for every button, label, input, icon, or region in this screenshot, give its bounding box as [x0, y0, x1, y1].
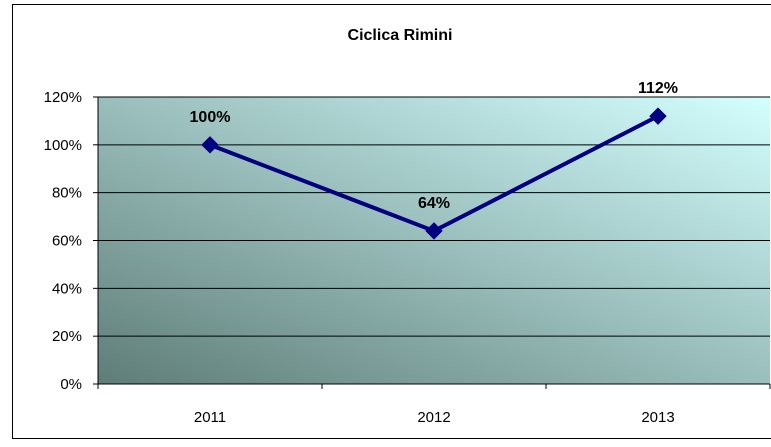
tick-labels: 0% 20% 40% 60% 80% 100% 120% 2011 2012 2013 [44, 89, 675, 426]
x-tick-label: 2012 [417, 409, 450, 426]
data-label: 112% [638, 80, 678, 97]
data-point-marker [425, 222, 443, 240]
y-tick-label: 20% [52, 328, 82, 345]
axes [93, 96, 771, 389]
y-tick-label: 80% [52, 185, 82, 202]
y-tick-label: 40% [52, 280, 82, 297]
x-tick-label: 2013 [641, 409, 674, 426]
y-tick-label: 0% [60, 376, 82, 393]
x-tick-label: 2011 [194, 409, 226, 426]
y-tick-label: 100% [44, 137, 82, 154]
chart-title: Ciclica Rimini [348, 27, 453, 44]
y-tick-label: 120% [44, 89, 82, 106]
data-point-marker [649, 107, 667, 125]
data-label: 100% [190, 109, 231, 126]
data-point-marker [201, 136, 219, 154]
y-tick-label: 60% [52, 233, 82, 250]
series-layer [201, 107, 667, 240]
data-label: 64% [418, 195, 450, 212]
data-labels: 100% 64% 112% [190, 80, 678, 212]
